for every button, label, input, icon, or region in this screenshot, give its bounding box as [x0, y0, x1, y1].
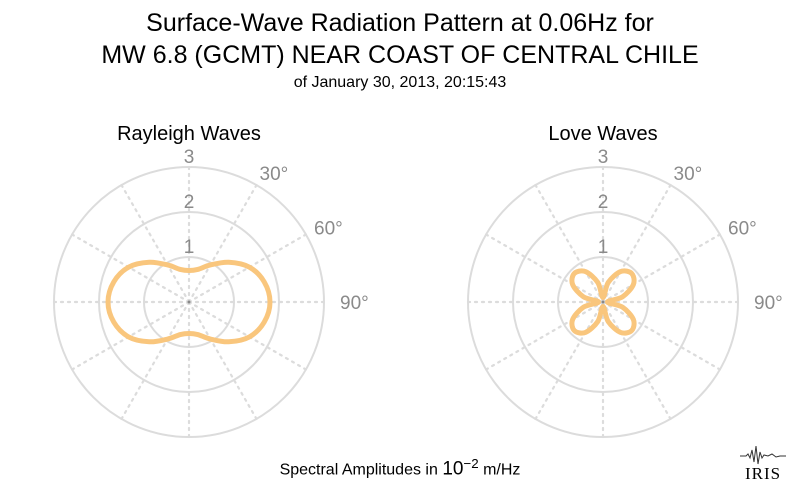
- logo-text: IRIS: [744, 464, 782, 483]
- grid-spoke: [534, 300, 605, 421]
- radial-tick-label: 1: [598, 237, 609, 258]
- grid-spoke: [187, 233, 308, 304]
- rayleigh-polar-plot: Rayleigh Waves 1 2 3 30° 60° 90°: [52, 123, 369, 439]
- seismogram-icon: [740, 445, 786, 465]
- grid-circle: [53, 166, 325, 438]
- grid-spoke: [484, 233, 605, 304]
- grid-circle: [98, 211, 280, 393]
- grid-circle: [467, 166, 739, 438]
- caption-suffix: m/Hz: [478, 461, 521, 479]
- subplot-title: Love Waves: [548, 123, 657, 145]
- love-polar-plot: Love Waves 1 2 3 30° 60° 90°: [466, 123, 783, 439]
- angle-tick-label: 90°: [754, 293, 783, 314]
- radial-tick-label: 2: [598, 192, 609, 213]
- radial-tick-label: 3: [598, 147, 609, 168]
- angle-tick-label: 30°: [674, 164, 703, 185]
- amplitude-units-caption: Spectral Amplitudes in 10−2 m/Hz: [0, 453, 800, 481]
- subplot-title: Rayleigh Waves: [117, 123, 261, 145]
- angle-tick-label: 30°: [260, 164, 289, 185]
- radiation-pattern-line: [105, 259, 273, 345]
- grid-spoke: [70, 233, 191, 304]
- grid-spoke: [534, 183, 605, 304]
- radiation-pattern-line: [569, 268, 637, 336]
- grid-spoke: [601, 300, 722, 371]
- iris-logo: IRIS: [738, 440, 788, 484]
- center-dot: [601, 300, 605, 304]
- center-dot: [187, 300, 191, 304]
- grid-circle: [143, 256, 235, 348]
- angle-tick-label: 90°: [340, 293, 369, 314]
- angle-tick-label: 60°: [728, 219, 757, 240]
- chart-subtitle: of January 30, 2013, 20:15:43: [293, 74, 507, 91]
- grid-spoke: [187, 183, 258, 304]
- grid-spoke: [70, 300, 191, 371]
- grid-spoke: [601, 233, 722, 304]
- grid-spoke: [484, 300, 605, 371]
- grid-spoke: [601, 183, 672, 304]
- radial-tick-label: 1: [184, 237, 195, 258]
- caption-prefix: Spectral Amplitudes in: [279, 461, 443, 479]
- chart-title-line-2: MW 6.8 (GCMT) NEAR COAST OF CENTRAL CHIL…: [101, 41, 699, 69]
- grid-spoke: [187, 300, 308, 371]
- radial-tick-label: 3: [184, 147, 195, 168]
- grid-circle: [557, 256, 649, 348]
- caption-power-exponent: −2: [463, 456, 479, 471]
- caption-power-base: 10: [442, 458, 464, 480]
- grid-spoke: [187, 300, 258, 421]
- chart-title-line-1: Surface-Wave Radiation Pattern at 0.06Hz…: [146, 9, 654, 37]
- grid-spoke: [120, 183, 191, 304]
- grid-circle: [512, 211, 694, 393]
- grid-spoke: [601, 300, 672, 421]
- radial-tick-label: 2: [184, 192, 195, 213]
- grid-spoke: [120, 300, 191, 421]
- angle-tick-label: 60°: [314, 219, 343, 240]
